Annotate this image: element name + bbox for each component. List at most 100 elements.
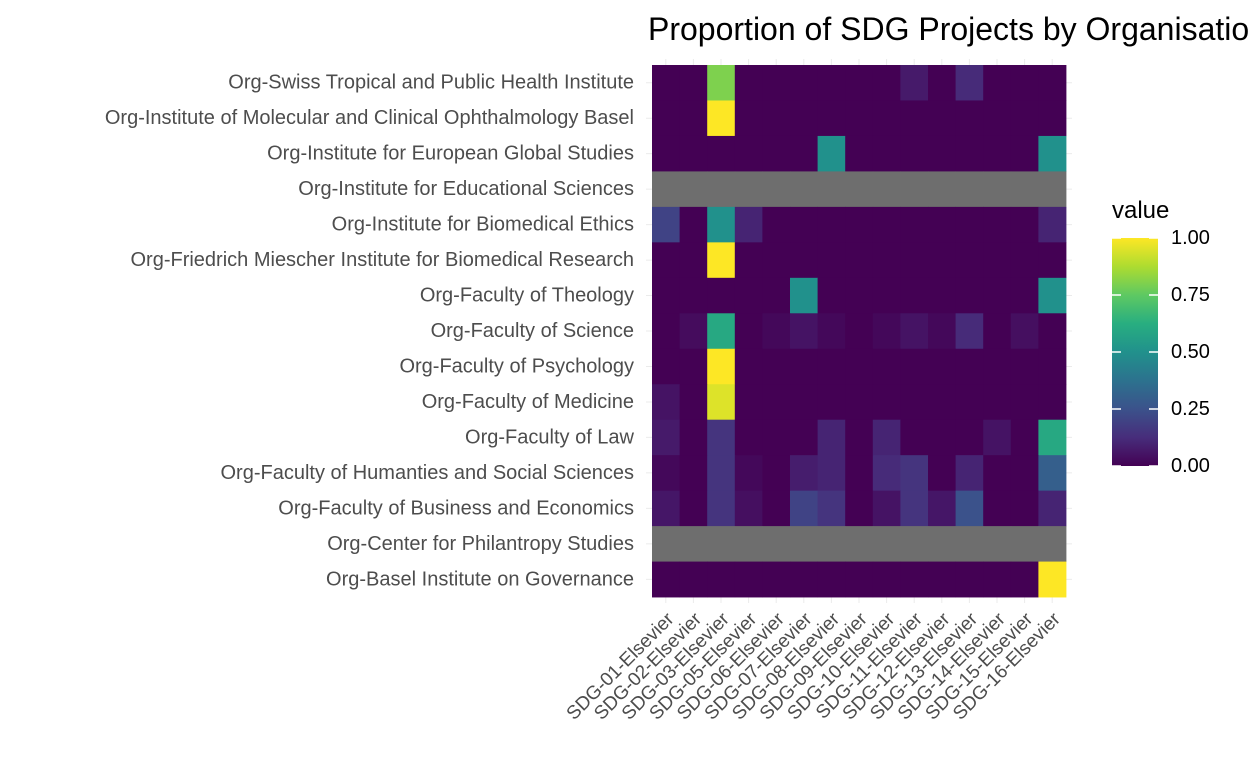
heatmap-cell [734,561,763,598]
heatmap-cell [983,561,1012,598]
heatmap-cell [734,171,763,208]
heatmap-cell [1010,171,1039,208]
heatmap-cell [679,277,708,314]
heatmap-cell [762,384,791,421]
heatmap-cell [900,348,929,385]
heatmap-cell [762,490,791,527]
heatmap-cell [928,419,956,456]
heatmap-cell [790,206,818,243]
heatmap-cell [1010,384,1039,421]
y-axis-labels: Org-Swiss Tropical and Public Health Ins… [105,72,635,591]
heatmap-cell [762,100,791,137]
y-tick-label: Org-Faculty of Psychology [399,355,634,377]
heatmap-cell [1010,348,1039,385]
heatmap-cell [707,455,736,492]
heatmap-cell [679,313,708,350]
heatmap-cell [983,206,1012,243]
heatmap-cell [900,277,929,314]
heatmap-cell [872,419,901,456]
heatmap-cell [928,526,956,562]
heatmap-cell [1010,277,1039,314]
heatmap-cell [845,313,874,350]
heatmap-cell [845,490,874,527]
heatmap-cell [762,313,791,350]
heatmap-cell [872,206,901,243]
heatmap-cell [1010,455,1039,492]
heatmap-cell [983,455,1012,492]
heatmap-cell [983,135,1012,172]
heatmap-cell [983,490,1012,527]
heatmap-cell [845,242,874,279]
heatmap-cell [983,171,1012,208]
heatmap-cell [1010,419,1039,456]
heatmap-cell [983,65,1012,101]
heatmap-cell [679,242,708,279]
heatmap-cell [652,561,680,598]
heatmap-cell [1010,135,1039,172]
heatmap-cell [872,313,901,350]
heatmap-cell [900,561,929,598]
heatmap-cell [900,455,929,492]
heatmap-cell [845,277,874,314]
heatmap-cell [679,348,708,385]
heatmap-cell [734,348,763,385]
heatmap-cell [955,455,984,492]
heatmap-cell [928,277,956,314]
heatmap-cell [817,65,846,101]
legend-tick-label: 0.25 [1171,398,1210,420]
heatmap-cell [872,526,901,562]
heatmap-cell [1010,313,1039,350]
heatmap-cell [679,206,708,243]
heatmap-cell [955,65,984,101]
heatmap-cell [652,348,680,385]
heatmap-cell [1010,65,1039,101]
heatmap-cell [928,206,956,243]
heatmap-cell [872,348,901,385]
heatmap-cell [734,65,763,101]
heatmap-cell [1038,242,1067,279]
heatmap-cell [955,561,984,598]
heatmap-cell [652,65,680,101]
heatmap-cell [652,135,680,172]
heatmap-cell [872,135,901,172]
heatmap-cell [983,313,1012,350]
heatmap-cell [652,100,680,137]
heatmap-cell [872,171,901,208]
heatmap-cell [817,490,846,527]
heatmap-cell [762,171,791,208]
heatmap-cell [872,490,901,527]
y-tick-label: Org-Faculty of Law [465,426,635,448]
heatmap-cell [790,526,818,562]
heatmap-cell [652,277,680,314]
heatmap-cell [1010,526,1039,562]
heatmap-cell [955,135,984,172]
y-tick-label: Org-Faculty of Theology [420,285,634,307]
heatmap-cell [734,277,763,314]
heatmap-cell [872,455,901,492]
legend: value 1.00 0.75 0.50 0.25 0.00 [1112,197,1210,477]
heatmap-cell [790,419,818,456]
heatmap-cell [983,277,1012,314]
heatmap-cell [707,526,736,562]
heatmap-cell [762,135,791,172]
heatmap-cell [734,100,763,137]
heatmap-cell [983,419,1012,456]
heatmap-cell [983,526,1012,562]
heatmap-cell [1038,561,1067,598]
heatmap-cell [762,526,791,562]
heatmap-cell [762,206,791,243]
heatmap-cell [928,100,956,137]
legend-tick-label: 1.00 [1171,227,1210,249]
heatmap-cell [734,135,763,172]
heatmap-cell [900,313,929,350]
heatmap-cell [707,561,736,598]
heatmap-cell [734,313,763,350]
heatmap-cell [1038,65,1067,101]
heatmap-cell [845,526,874,562]
y-tick-label: Org-Institute for Biomedical Ethics [332,214,634,236]
heatmap-cell [790,277,818,314]
heatmap-cell [707,171,736,208]
heatmap-cell [955,206,984,243]
heatmap-cell [845,561,874,598]
